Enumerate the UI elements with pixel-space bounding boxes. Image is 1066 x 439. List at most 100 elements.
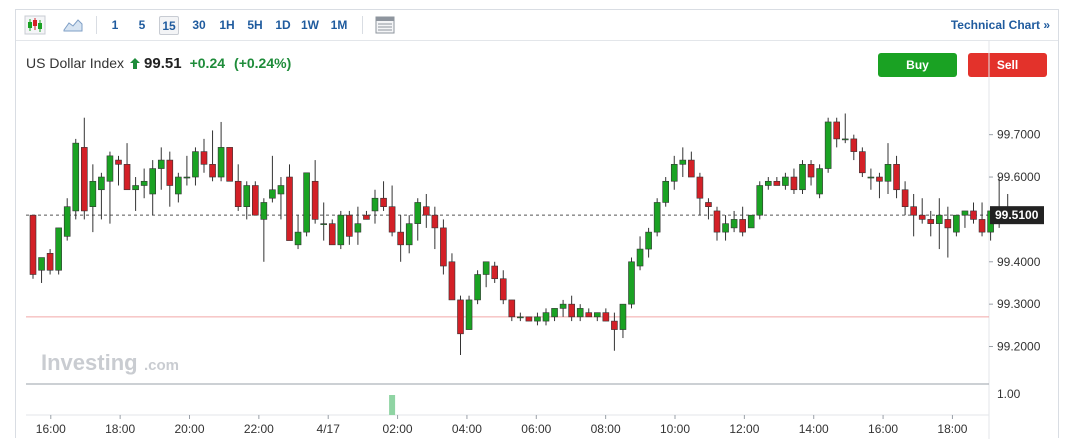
interval-30[interactable]: 30 bbox=[192, 18, 206, 32]
time-tick-label: 22:00 bbox=[244, 422, 274, 436]
candle-body bbox=[782, 176, 789, 186]
interval-1m[interactable]: 1M bbox=[330, 18, 348, 32]
candle-body bbox=[893, 164, 900, 191]
time-tick-label: 20:00 bbox=[174, 422, 204, 436]
sell-button[interactable]: Sell bbox=[968, 53, 1047, 77]
candle-body bbox=[722, 223, 729, 233]
price-change: +0.24 bbox=[189, 55, 226, 71]
candle-body bbox=[311, 180, 319, 220]
candle-body bbox=[328, 223, 336, 246]
candle-body bbox=[123, 164, 131, 191]
interval-1h[interactable]: 1H bbox=[219, 18, 235, 32]
candle-body bbox=[747, 214, 755, 229]
table-icon[interactable] bbox=[374, 15, 396, 35]
time-tick-label: 4/17 bbox=[317, 422, 341, 436]
candle-body bbox=[816, 168, 823, 195]
candle-body bbox=[688, 159, 695, 178]
candle-body bbox=[226, 147, 233, 182]
candle-body bbox=[585, 312, 593, 318]
candle-body bbox=[619, 303, 627, 330]
price-tick-label: 99.3000 bbox=[997, 297, 1041, 311]
candle-body bbox=[388, 206, 396, 233]
candle-body bbox=[38, 257, 45, 271]
time-tick-label: 02:00 bbox=[383, 422, 413, 436]
time-tick-label: 10:00 bbox=[660, 422, 690, 436]
mountain-chart-icon[interactable] bbox=[62, 15, 84, 35]
price-tick-label: 99.2000 bbox=[997, 340, 1041, 354]
candle-body bbox=[525, 316, 533, 322]
chart-widget: 1 5 15 30 1H 5H 1D 1W 1M Technical Chart… bbox=[15, 9, 1060, 439]
candle-body bbox=[397, 231, 404, 246]
candle-body bbox=[927, 219, 935, 224]
instrument-header: US Dollar Index 99.51 +0.24 (+0.24%) bbox=[26, 53, 291, 73]
candle-body bbox=[457, 299, 464, 335]
candle-body bbox=[970, 210, 977, 220]
candle-body bbox=[730, 219, 738, 229]
candle-body bbox=[405, 223, 413, 246]
candle-body bbox=[380, 197, 387, 207]
candle-body bbox=[867, 176, 875, 179]
candle-body bbox=[636, 248, 644, 267]
candle-body bbox=[149, 168, 156, 195]
candle-body bbox=[593, 312, 601, 318]
candle-body bbox=[653, 202, 661, 233]
interval-5[interactable]: 5 bbox=[138, 18, 146, 32]
candle-body bbox=[448, 261, 456, 301]
candle-body bbox=[833, 121, 841, 140]
candle-body bbox=[978, 219, 986, 233]
time-tick-label: 16:00 bbox=[36, 422, 66, 436]
candle-body bbox=[517, 316, 524, 319]
candlestick-icon[interactable] bbox=[24, 15, 46, 35]
candle-body bbox=[29, 214, 37, 275]
time-tick-label: 04:00 bbox=[452, 422, 482, 436]
candle-body bbox=[431, 214, 439, 229]
candle-body bbox=[884, 164, 892, 182]
price-tick-label: 99.7000 bbox=[997, 128, 1041, 142]
arrow-up-icon bbox=[130, 57, 141, 69]
candle-body bbox=[841, 138, 849, 141]
candle-body bbox=[115, 159, 122, 165]
candle-body bbox=[508, 299, 516, 318]
candle-body bbox=[474, 274, 481, 301]
current-price-label: 99.5100 bbox=[995, 208, 1039, 222]
price-change-percent: (+0.24%) bbox=[234, 55, 292, 71]
candle-body bbox=[491, 265, 499, 280]
candle-body bbox=[234, 180, 242, 207]
candle-body bbox=[773, 180, 781, 186]
candle-body bbox=[98, 176, 105, 191]
interval-5h[interactable]: 5H bbox=[247, 18, 263, 32]
candle-body bbox=[346, 214, 353, 237]
technical-chart-link[interactable]: Technical Chart » bbox=[950, 18, 1050, 32]
candle-body bbox=[157, 159, 165, 169]
candle-body bbox=[440, 227, 447, 267]
candle-body bbox=[183, 176, 191, 179]
candle-body bbox=[89, 180, 97, 207]
candle-body bbox=[320, 223, 328, 225]
interval-1d[interactable]: 1D bbox=[275, 18, 291, 32]
candle-body bbox=[551, 308, 558, 318]
candle-body bbox=[192, 151, 199, 178]
candle-body bbox=[559, 303, 567, 309]
interval-1[interactable]: 1 bbox=[111, 18, 119, 32]
instrument-name: US Dollar Index bbox=[26, 55, 125, 71]
candle-body bbox=[354, 223, 362, 233]
interval-1w[interactable]: 1W bbox=[301, 18, 319, 32]
candle-body bbox=[876, 176, 883, 182]
interval-15[interactable]: 15 bbox=[159, 16, 179, 35]
volume-tick-label: 1.00 bbox=[997, 387, 1021, 401]
candle-body bbox=[209, 164, 216, 178]
candle-body bbox=[371, 197, 379, 212]
candle-body bbox=[850, 138, 858, 152]
candle-body bbox=[72, 142, 80, 212]
candle-body bbox=[764, 180, 772, 186]
candle-body bbox=[260, 202, 268, 220]
candle-body bbox=[106, 155, 114, 182]
time-tick-label: 16:00 bbox=[868, 422, 898, 436]
candle-body bbox=[55, 227, 62, 271]
candle-body bbox=[277, 185, 285, 195]
candle-body bbox=[645, 231, 652, 250]
buy-button[interactable]: Buy bbox=[878, 53, 957, 77]
price-chart[interactable]: Investing .com 99.7000 99.6000 99.4000 99.300… bbox=[16, 10, 1060, 439]
candle-body bbox=[790, 176, 798, 191]
candle-body bbox=[953, 214, 960, 233]
